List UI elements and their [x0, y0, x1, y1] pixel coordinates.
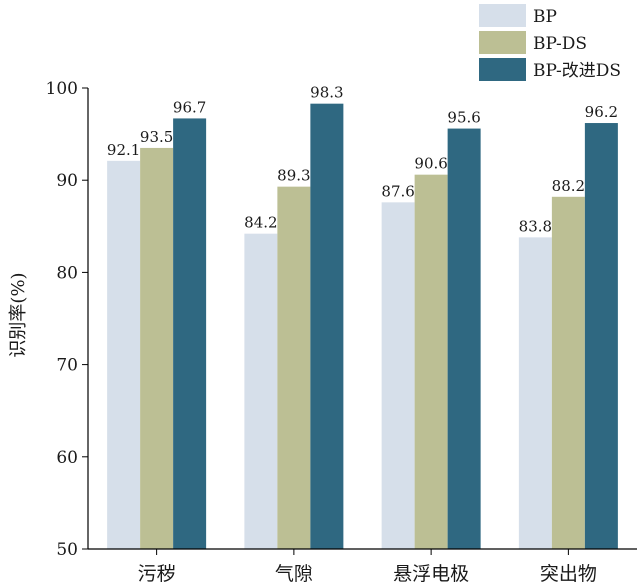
data-label: 92.1 [107, 141, 140, 159]
bar-3-2 [310, 103, 344, 549]
bar-2-3 [414, 174, 448, 549]
x-axis: 污秽 气隙 悬浮电极 突出物 [88, 548, 637, 585]
data-label: 95.6 [447, 109, 480, 127]
y-tick-label: 90 [56, 171, 78, 191]
legend-swatch-1 [479, 4, 526, 27]
data-label: 98.3 [310, 84, 343, 102]
bar-3-3 [447, 128, 481, 549]
x-tick-label: 污秽 [138, 563, 176, 585]
bar-2-1 [140, 147, 174, 549]
data-label: 96.7 [173, 98, 206, 116]
bar-3-1 [173, 118, 207, 550]
y-axis: 50 60 70 80 90 100 [46, 79, 89, 560]
legend-swatch-3 [479, 58, 526, 81]
bar-3-4 [584, 123, 618, 549]
data-label: 93.5 [140, 128, 173, 146]
bar-1-3 [381, 202, 415, 549]
bar-2-4 [551, 196, 585, 549]
data-label: 96.2 [585, 103, 618, 121]
data-label: 90.6 [414, 155, 447, 173]
data-label: 87.6 [381, 182, 414, 200]
legend-label-3: BP-改进DS [533, 61, 621, 81]
y-tick-label: 70 [56, 356, 78, 376]
y-tick-label: 100 [46, 79, 78, 99]
bar-1-4 [518, 237, 552, 549]
legend-label-2: BP-DS [533, 34, 587, 54]
data-label: 88.2 [552, 177, 585, 195]
y-tick-label: 50 [56, 540, 78, 560]
bar-1-2 [244, 233, 278, 549]
y-axis-title: 识别率(%) [8, 272, 29, 357]
legend-label-1: BP [533, 7, 557, 27]
data-label: 83.8 [519, 217, 552, 235]
data-label: 84.2 [244, 214, 277, 232]
x-tick-label: 悬浮电极 [393, 563, 469, 585]
y-tick-label: 80 [56, 263, 78, 283]
bar-1-1 [107, 160, 141, 549]
bar-2-2 [277, 186, 311, 550]
y-tick-label: 60 [56, 448, 78, 468]
plot-area: 92.193.596.7 84.2 89.3 98.3 87.690.6 95.6 83.8… [107, 84, 618, 550]
legend: BP BP-DS BP-改进DS [479, 4, 621, 81]
x-tick-label: 气隙 [275, 563, 313, 585]
data-label: 89.3 [277, 167, 310, 185]
x-tick-label: 突出物 [540, 563, 597, 585]
legend-swatch-2 [479, 31, 526, 54]
